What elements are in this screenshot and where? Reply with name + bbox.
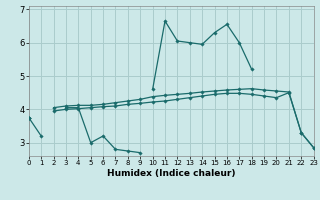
X-axis label: Humidex (Indice chaleur): Humidex (Indice chaleur) <box>107 169 236 178</box>
